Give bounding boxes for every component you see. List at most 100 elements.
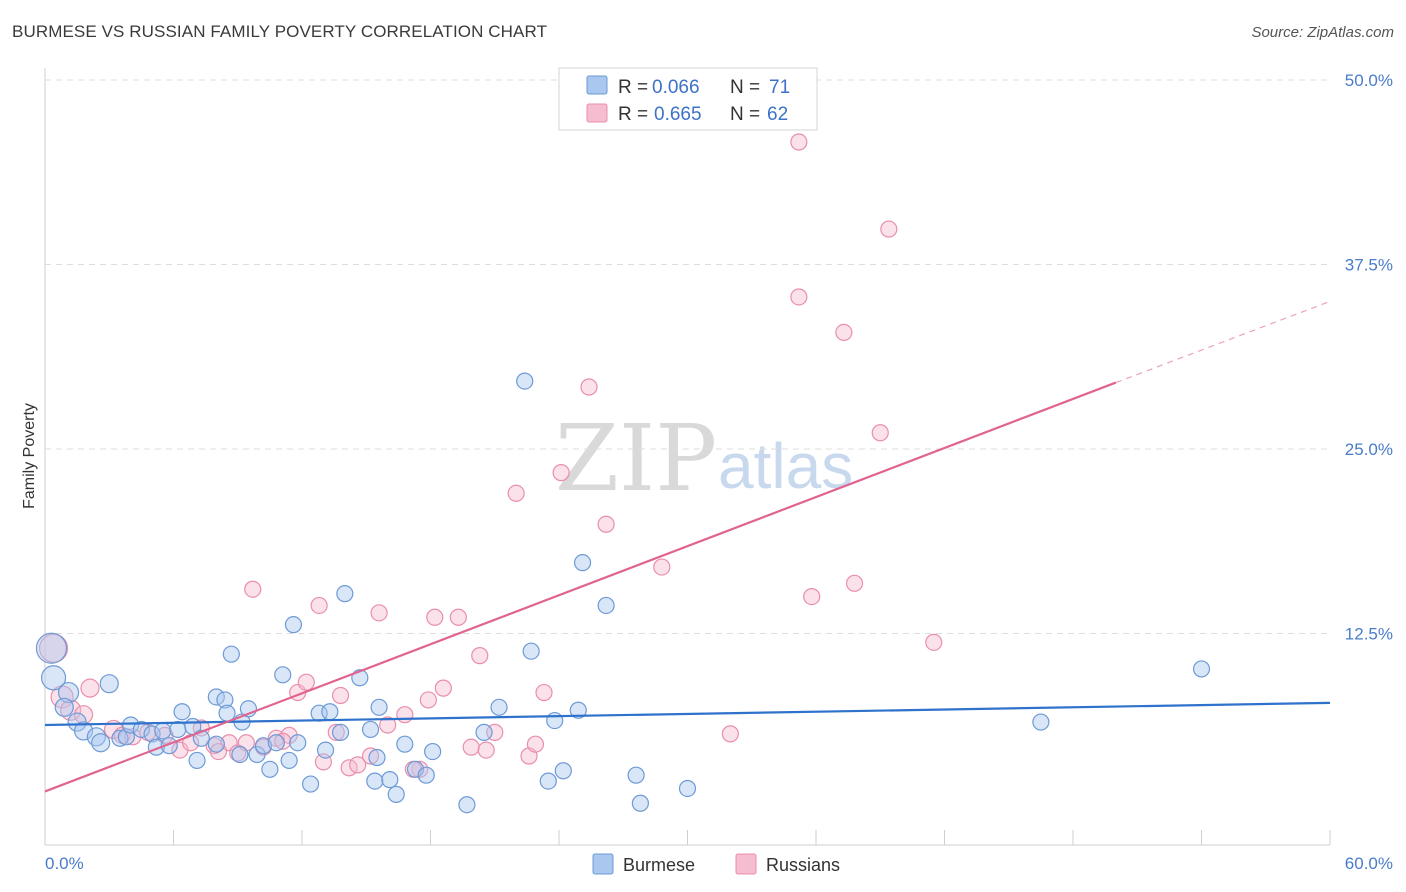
bottom-legend-label-russians: Russians: [766, 855, 840, 875]
burmese-point: [316, 741, 335, 759]
y-axis-label: Family Poverty: [21, 403, 38, 509]
burmese-point: [1032, 713, 1050, 731]
russians-trend-line: [44, 381, 1117, 793]
burmese-point: [631, 794, 649, 812]
burmese-point: [424, 742, 442, 761]
burmese-points: [35, 372, 1211, 814]
russians-point: [653, 558, 671, 576]
bottom-legend-swatch-russians: [735, 853, 757, 875]
legend-n-value-russians: 62: [767, 104, 788, 125]
burmese-point: [248, 745, 266, 764]
burmese-point: [522, 642, 540, 660]
x-tick-label-max: 60.0%: [1345, 854, 1393, 873]
russians-point: [790, 288, 808, 306]
burmese-point: [370, 698, 388, 716]
burmese-point: [381, 771, 399, 789]
burmese-point: [1192, 660, 1211, 678]
burmese-point: [366, 772, 384, 790]
russians-point: [426, 608, 444, 626]
burmese-point: [54, 697, 74, 717]
burmese-point: [99, 674, 119, 694]
burmese-point: [267, 734, 285, 752]
watermark-atlas: atlas: [718, 430, 853, 502]
russians-point: [597, 515, 615, 533]
russians-point: [327, 723, 345, 741]
russians-trend-extension: [1115, 300, 1331, 384]
bottom-legend-label-burmese: Burmese: [623, 855, 695, 875]
legend-r-value-burmese: 0.066: [652, 77, 700, 98]
burmese-point: [417, 766, 435, 784]
legend-n-label-russians: N =: [730, 104, 760, 125]
trend-lines: [44, 300, 1331, 793]
russians-point: [331, 686, 350, 705]
russians-point: [471, 647, 489, 665]
russians-point: [297, 673, 315, 691]
x-tick-label-min: 0.0%: [45, 854, 84, 873]
legend-swatch-russians: [586, 103, 608, 123]
watermark: ZIP atlas: [555, 405, 853, 512]
burmese-point: [280, 751, 298, 770]
burmese-point: [154, 722, 172, 740]
burmese-point: [173, 703, 191, 721]
burmese-point: [569, 701, 587, 719]
russians-point: [80, 678, 100, 698]
burmese-point: [40, 665, 67, 691]
russians-point: [274, 732, 292, 750]
source-label: Source: ZipAtlas.com: [1251, 24, 1394, 41]
y-tick-label: 37.5%: [1345, 256, 1393, 275]
burmese-point: [35, 632, 68, 664]
burmese-point: [546, 711, 564, 730]
burmese-point: [368, 748, 386, 767]
russians-point: [925, 633, 943, 651]
legend-n-label-burmese: N =: [730, 77, 760, 98]
legend-r-value-russians: 0.665: [654, 104, 702, 125]
russians-point: [349, 756, 367, 774]
russians-point: [803, 587, 821, 606]
grid-lines: [45, 79, 1330, 634]
burmese-trend-line: [44, 701, 1331, 727]
russians-point: [526, 735, 545, 753]
russians-point: [580, 378, 598, 396]
russians-point: [419, 691, 437, 709]
legend: R = 0.066 N = 71 R = 0.665 N = 62: [558, 67, 818, 131]
russians-point: [411, 760, 429, 778]
y-tick-labels: 12.5% 25.0% 37.5% 50.0%: [1345, 71, 1393, 644]
burmese-point: [132, 720, 150, 739]
burmese-point: [222, 645, 240, 663]
x-ticks: [44, 830, 1331, 845]
legend-r-label-russians: R =: [618, 104, 648, 125]
legend-r-label-burmese: R =: [618, 77, 648, 98]
russians-point: [462, 738, 480, 756]
burmese-point: [207, 735, 225, 753]
russians-point: [845, 574, 864, 592]
burmese-point: [301, 775, 320, 793]
russians-point: [370, 604, 388, 622]
russians-point: [552, 464, 570, 482]
burmese-point: [336, 585, 354, 603]
burmese-point: [458, 796, 476, 814]
burmese-point: [387, 785, 405, 803]
russians-point: [38, 633, 69, 663]
russians-point: [396, 706, 414, 724]
burmese-point: [331, 723, 350, 741]
burmese-point: [122, 716, 140, 734]
burmese-point: [111, 729, 129, 747]
russians-point: [449, 608, 467, 626]
burmese-point: [289, 734, 307, 752]
russians-point: [880, 220, 898, 238]
burmese-point: [597, 596, 615, 615]
burmese-point: [361, 720, 380, 739]
burmese-point: [254, 737, 273, 755]
burmese-point: [216, 691, 234, 709]
chart-title: BURMESE VS RUSSIAN FAMILY POVERTY CORREL…: [12, 22, 548, 41]
burmese-point: [678, 779, 697, 798]
burmese-point: [406, 760, 425, 778]
burmese-point: [91, 733, 111, 753]
burmese-point: [274, 666, 292, 684]
bottom-legend-swatch-burmese: [592, 853, 614, 875]
burmese-point: [57, 681, 80, 704]
russians-point: [835, 323, 853, 341]
burmese-point: [475, 723, 493, 741]
russians-point: [434, 679, 452, 697]
